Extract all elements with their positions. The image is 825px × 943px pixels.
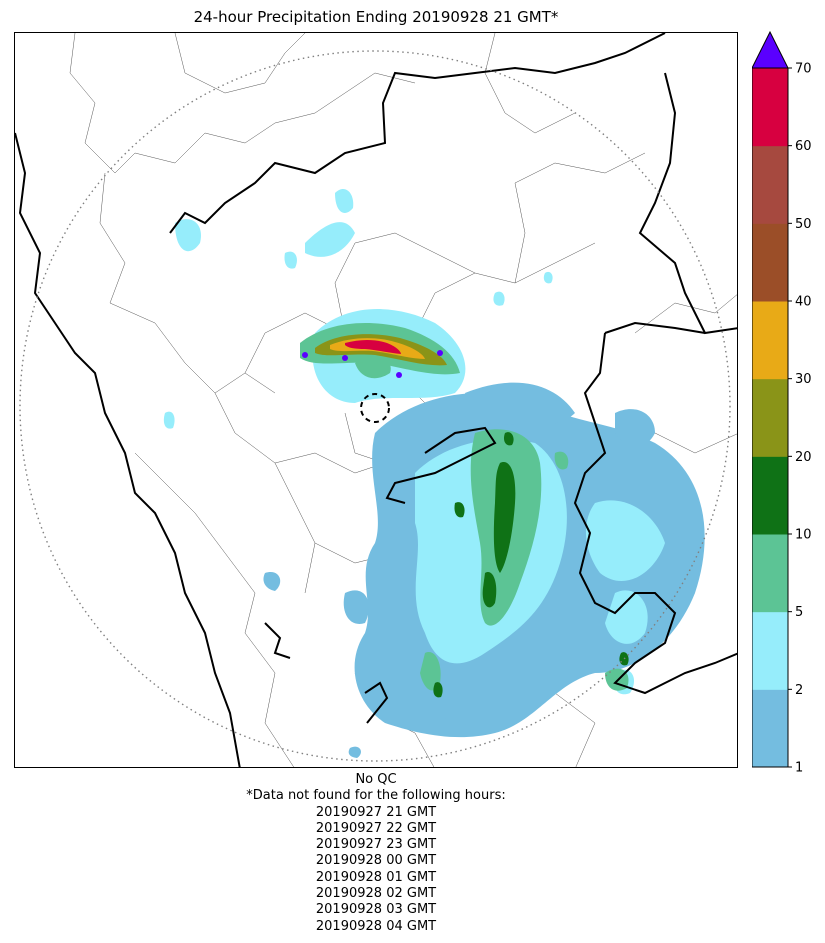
colorbar-tick-label: 10 [795,528,812,543]
footer-notes: No QC *Data not found for the following … [0,772,752,935]
colorbar-frame [752,67,789,768]
colorbar-tick-label: 20 [795,450,812,465]
missing-hour: 20190928 02 GMT [315,886,437,902]
colorbar-segment [752,68,788,147]
colorbar-tick-label: 40 [795,295,812,310]
missing-hour: 20190928 03 GMT [315,902,437,918]
colorbar-tick-label: 70 [795,62,812,77]
colorbar-segment [752,611,788,690]
missing-hour: 20190928 04 GMT [315,918,437,934]
colorbar-segment [752,145,788,224]
colorbar-segment [752,689,788,768]
colorbar-segment [752,223,788,302]
missing-hour: 20190928 01 GMT [315,869,437,885]
colorbar-segment [752,378,788,457]
colorbar-tick-label: 50 [795,217,812,232]
colorbar-tick-label: 2 [795,683,803,698]
missing-hour: 20190927 22 GMT [315,820,437,836]
missing-hour: 20190927 21 GMT [315,804,437,820]
colorbar-extend-triangle [752,30,789,69]
qc-label: No QC [355,772,397,787]
radar-range-ring [19,50,731,762]
precip-10-20mm [433,432,629,698]
missing-hour: 20190927 23 GMT [315,837,437,853]
precipitation-map [14,32,738,768]
colorbar-tick-label: 60 [795,139,812,154]
colorbar-segment [752,456,788,535]
missing-hour: 20190928 00 GMT [315,853,437,869]
colorbar-tick-label: 1 [795,761,803,776]
colorbar-tick-label: 5 [795,605,803,620]
precip-intense-band [300,323,460,378]
colorbar-tick-label: 30 [795,372,812,387]
colorbar: 1 2 5 10 20 30 40 50 60 70 [752,30,812,776]
state-boundaries [15,33,737,767]
colorbar-segment [752,534,788,613]
missing-data-header: *Data not found for the following hours: [246,788,506,804]
map-canvas [15,33,737,767]
colorbar-segment [752,301,788,380]
plot-title: 24-hour Precipitation Ending 20190928 21… [193,8,559,26]
